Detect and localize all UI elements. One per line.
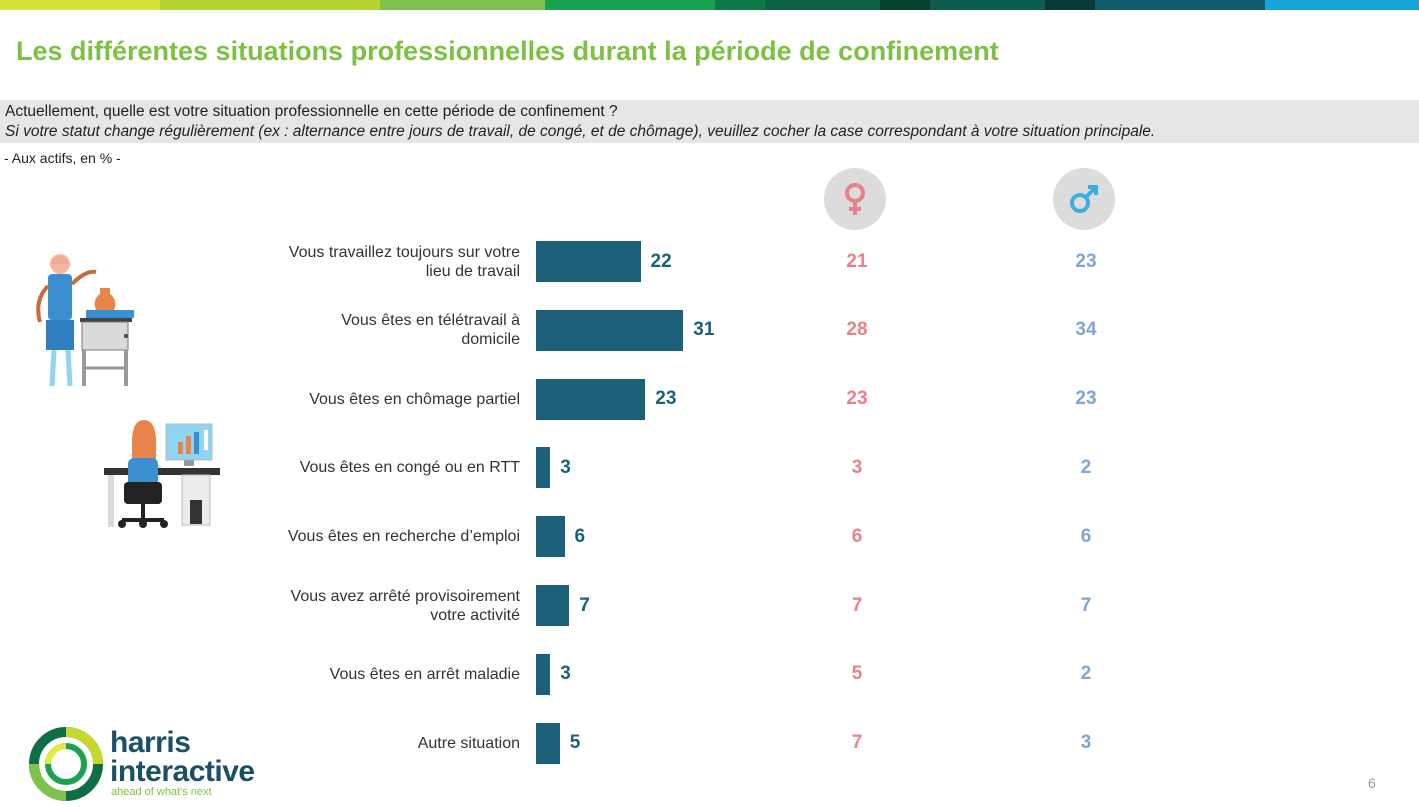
women-value-label: 6 [851, 525, 863, 547]
bar-value-label: 6 [574, 525, 586, 547]
bar-value-label: 22 [650, 250, 672, 272]
women-value-label: 7 [851, 732, 863, 754]
bar-value-label: 3 [560, 456, 571, 478]
bar-value-label: 3 [560, 663, 571, 685]
logo-text-interactive: interactive [110, 755, 255, 788]
bar [536, 241, 641, 282]
bar [536, 378, 646, 420]
base-note: - Aux actifs, en % - [4, 150, 121, 166]
category-label: Vous êtes en télétravail à domicile [341, 312, 520, 349]
bar-value-label: 23 [655, 388, 677, 410]
top-color-band [0, 0, 1419, 10]
question-box: Actuellement, quelle est votre situation… [0, 100, 1419, 143]
harris-logo-icon [29, 727, 103, 801]
bar [536, 722, 560, 764]
men-value-label: 2 [1080, 663, 1092, 685]
men-value-label: 34 [1075, 319, 1097, 341]
bar-value-label: 5 [569, 732, 581, 754]
bar [536, 653, 551, 695]
logo-tagline: ahead of what's next [111, 786, 212, 798]
men-value-label: 3 [1080, 732, 1092, 754]
bar-value-label: 31 [693, 319, 715, 341]
page-title: Les différentes situations professionnel… [16, 36, 999, 66]
question-instruction: Si votre statut change régulièrement (ex… [5, 123, 1156, 140]
women-value-label: 7 [851, 594, 863, 616]
category-label: Vous êtes en chômage partiel [309, 390, 520, 408]
category-label: Vous avez arrêté provisoirement votre ac… [290, 587, 520, 624]
bar [536, 309, 684, 351]
question-text: Actuellement, quelle est votre situation… [5, 103, 618, 120]
women-value-label: 5 [851, 663, 863, 685]
women-value-label: 23 [846, 388, 868, 410]
women-value-label: 21 [846, 250, 868, 272]
male-symbol-icon [1053, 168, 1115, 230]
bar [536, 516, 565, 558]
men-value-label: 23 [1075, 388, 1097, 410]
women-value-label: 28 [846, 319, 868, 341]
female-symbol-icon [824, 168, 886, 230]
category-label: Autre situation [417, 734, 520, 752]
category-label: Vous êtes en congé ou en RTT [299, 459, 520, 477]
men-value-label: 6 [1080, 525, 1092, 547]
bar [536, 447, 551, 489]
category-label: Vous êtes en arrêt maladie [329, 665, 520, 683]
logo-text-harris: harris [110, 726, 191, 759]
men-value-label: 23 [1075, 250, 1097, 272]
category-label: Vous êtes en recherche d’emploi [287, 528, 520, 546]
men-value-label: 7 [1080, 594, 1092, 616]
bar-value-label: 7 [579, 594, 590, 616]
office-worker-icon [104, 420, 220, 528]
potter-worker-icon [36, 254, 134, 387]
bar [536, 585, 570, 626]
women-value-label: 3 [851, 456, 863, 478]
men-value-label: 2 [1080, 456, 1092, 478]
category-label: Vous travaillez toujours sur votre lieu … [288, 243, 520, 280]
page-number: 6 [1368, 775, 1376, 791]
